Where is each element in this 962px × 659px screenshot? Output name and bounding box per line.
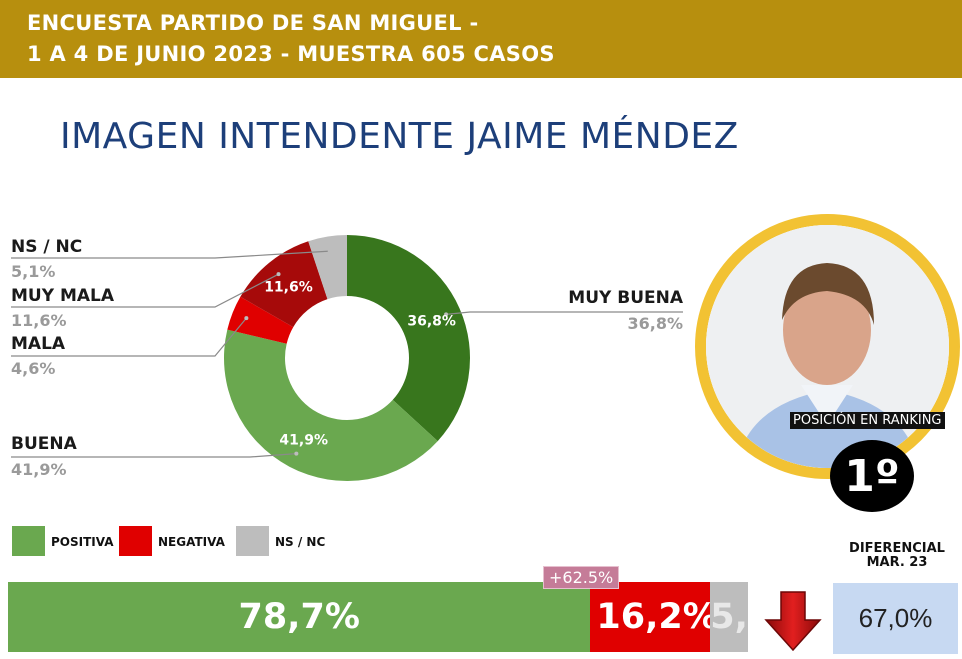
leader-dot-muy-buena — [444, 312, 449, 317]
callout-value-muy-mala: 11,6% — [11, 311, 67, 330]
callout-label-muy-mala: MUY MALA — [11, 286, 115, 306]
ranking-label: POSICIÓN EN RANKING — [790, 412, 945, 429]
differential-title-line-2: MAR. 23 — [866, 555, 928, 570]
donut-slice-buena — [223, 329, 438, 482]
leader-line-mala — [11, 317, 247, 357]
bar-value-negativa: 16,2% — [596, 597, 711, 637]
donut-value-label-muy-buena: 36,8% — [407, 314, 456, 330]
callout-label-muy-buena: MUY BUENA — [568, 288, 683, 308]
survey-header: ENCUESTA PARTIDO DE SAN MIGUEL - 1 A 4 D… — [0, 0, 962, 78]
donut-value-label-buena: 41,9% — [279, 433, 328, 449]
differential-value: 67,0% — [833, 583, 958, 654]
legend-label-ns-nc: NS / NC — [275, 535, 326, 549]
legend-label-positiva: POSITIVA — [51, 535, 114, 549]
arrow-down-icon — [764, 591, 822, 652]
candidate-photo-frame — [695, 214, 960, 479]
legend-label-negativa: NEGATIVA — [158, 535, 225, 549]
bar-segment-ns-nc: 5,1% — [710, 582, 748, 652]
page-title: IMAGEN INTENDENTE JAIME MÉNDEZ — [60, 116, 739, 157]
change-badge: +62.5% — [543, 566, 620, 589]
leader-line-ns-nc — [11, 250, 330, 259]
donut-slice-mala — [227, 296, 294, 344]
differential-title: DIFERENCIAL MAR. 23 — [836, 542, 958, 570]
leader-line-muy-buena — [446, 311, 683, 315]
header-line-1: ENCUESTA PARTIDO DE SAN MIGUEL - — [27, 11, 479, 35]
donut-slice-muy-buena — [347, 235, 470, 442]
legend-swatch-positiva — [12, 526, 45, 556]
donut-value-label-muy-mala: 11,6% — [264, 279, 313, 295]
leader-dot-muy-mala — [276, 272, 281, 277]
callout-value-buena: 41,9% — [11, 460, 67, 479]
legend-swatch-negativa — [119, 526, 152, 556]
leader-line-buena — [11, 453, 297, 458]
legend-swatch-ns-nc — [236, 526, 269, 556]
leader-dot-buena — [294, 451, 299, 456]
bar-segment-positiva: 78,7% — [8, 582, 591, 652]
leader-dot-ns-nc — [327, 249, 332, 254]
callout-value-muy-buena: 36,8% — [627, 314, 683, 333]
ranking-badge: 1º — [830, 440, 914, 512]
leader-line-muy-mala — [11, 273, 279, 308]
callout-label-mala: MALA — [11, 334, 66, 354]
callout-label-buena: BUENA — [11, 434, 77, 454]
donut-slice-ns-nc — [308, 235, 347, 300]
candidate-photo — [706, 225, 949, 468]
callout-label-ns-nc: NS / NC — [11, 237, 83, 257]
bar-value-ns-nc: 5,1% — [710, 597, 748, 637]
header-line-2: 1 A 4 DE JUNIO 2023 - MUESTRA 605 CASOS — [27, 42, 555, 66]
differential-title-line-1: DIFERENCIAL — [849, 541, 945, 556]
bar-value-positiva: 78,7% — [238, 597, 360, 637]
stacked-bar: 78,7% 16,2% 5,1% — [8, 582, 748, 652]
bar-segment-negativa: 16,2% — [590, 582, 711, 652]
callout-value-mala: 4,6% — [11, 359, 56, 378]
callout-value-ns-nc: 5,1% — [11, 262, 56, 281]
donut-slice-muy-mala — [240, 241, 328, 328]
leader-dot-mala — [244, 316, 249, 321]
